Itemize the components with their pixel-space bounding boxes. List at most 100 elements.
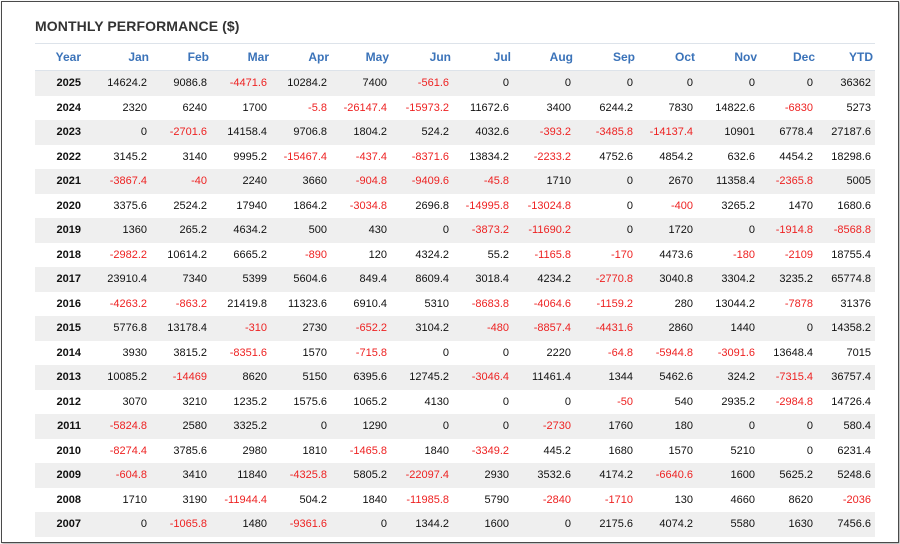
column-header-dec[interactable]: Dec: [759, 43, 817, 71]
value-cell-may: 849.4: [331, 267, 391, 292]
table-row: 2019 1360 265.2 4634.2 500 430 0 -3873.2 -11690.…: [35, 218, 875, 243]
value-cell-jan: -4263.2: [89, 291, 151, 316]
value-cell-may: -652.2: [331, 316, 391, 341]
value-cell-ytd: 18298.6: [817, 144, 875, 169]
column-header-jan[interactable]: Jan: [89, 43, 151, 71]
value-cell-apr: 1575.6: [271, 389, 331, 414]
value-cell-aug: 1710: [513, 169, 575, 194]
value-cell-may: 430: [331, 218, 391, 243]
value-cell-jan: 0: [89, 120, 151, 145]
value-cell-jun: 4324.2: [391, 242, 453, 267]
value-cell-oct: 1570: [637, 438, 697, 463]
value-cell-jun: 12745.2: [391, 365, 453, 390]
value-cell-mar: -11944.4: [211, 487, 271, 512]
value-cell-ytd: 1680.6: [817, 193, 875, 218]
table-row: 2010 -8274.4 3785.6 2980 1810 -1465.8 1840 -334…: [35, 438, 875, 463]
value-cell-jan: -8274.4: [89, 438, 151, 463]
value-cell-mar: 21419.8: [211, 291, 271, 316]
column-header-mar[interactable]: Mar: [211, 43, 271, 71]
value-cell-mar: 3325.2: [211, 414, 271, 439]
value-cell-dec: 6778.4: [759, 120, 817, 145]
value-cell-sep: -50: [575, 389, 637, 414]
value-cell-oct: 5462.6: [637, 365, 697, 390]
year-cell: 2025: [35, 70, 89, 96]
value-cell-mar: 8620: [211, 365, 271, 390]
value-cell-sep: -4431.6: [575, 316, 637, 341]
value-cell-aug: -13024.8: [513, 193, 575, 218]
value-cell-jan: 3145.2: [89, 144, 151, 169]
value-cell-jan: 3070: [89, 389, 151, 414]
value-cell-dec: 0: [759, 70, 817, 96]
table-row: 2012 3070 3210 1235.2 1575.6 1065.2 4130 0 0 -50 5…: [35, 389, 875, 414]
value-cell-sep: -3485.8: [575, 120, 637, 145]
value-cell-jun: -8371.6: [391, 144, 453, 169]
year-cell: 2020: [35, 193, 89, 218]
year-cell: 2012: [35, 389, 89, 414]
column-header-may[interactable]: May: [331, 43, 391, 71]
value-cell-mar: 1480: [211, 512, 271, 537]
value-cell-apr: 504.2: [271, 487, 331, 512]
column-header-apr[interactable]: Apr: [271, 43, 331, 71]
value-cell-may: -1465.8: [331, 438, 391, 463]
value-cell-nov: 3304.2: [697, 267, 759, 292]
column-header-jun[interactable]: Jun: [391, 43, 453, 71]
value-cell-feb: -2701.6: [151, 120, 211, 145]
column-header-oct[interactable]: Oct: [637, 43, 697, 71]
value-cell-jul: -3349.2: [453, 438, 513, 463]
value-cell-aug: -4064.6: [513, 291, 575, 316]
value-cell-apr: -4325.8: [271, 463, 331, 488]
value-cell-feb: 9086.8: [151, 70, 211, 96]
value-cell-jul: 0: [453, 340, 513, 365]
value-cell-sep: 0: [575, 193, 637, 218]
value-cell-oct: 280: [637, 291, 697, 316]
value-cell-aug: 3532.6: [513, 463, 575, 488]
value-cell-dec: 0: [759, 414, 817, 439]
value-cell-jan: 14624.2: [89, 70, 151, 96]
value-cell-sep: 1760: [575, 414, 637, 439]
value-cell-dec: -7315.4: [759, 365, 817, 390]
value-cell-apr: 1810: [271, 438, 331, 463]
header-row: Year Jan Feb Mar Apr May Jun Jul Aug Sep Oct Nov Dec…: [35, 43, 875, 71]
table-row: 2025 14624.2 9086.8 -4471.6 10284.2 7400 -561.…: [35, 70, 875, 96]
column-header-aug[interactable]: Aug: [513, 43, 575, 71]
year-cell: 2024: [35, 95, 89, 120]
value-cell-feb: 3815.2: [151, 340, 211, 365]
value-cell-oct: 1720: [637, 218, 697, 243]
value-cell-feb: 3410: [151, 463, 211, 488]
value-cell-nov: 13044.2: [697, 291, 759, 316]
value-cell-aug: -393.2: [513, 120, 575, 145]
value-cell-apr: 5604.6: [271, 267, 331, 292]
value-cell-sep: -64.8: [575, 340, 637, 365]
value-cell-aug: 11461.4: [513, 365, 575, 390]
value-cell-aug: 0: [513, 389, 575, 414]
year-cell: 2015: [35, 316, 89, 341]
value-cell-nov: -180: [697, 242, 759, 267]
value-cell-ytd: 14726.4: [817, 389, 875, 414]
column-header-jul[interactable]: Jul: [453, 43, 513, 71]
value-cell-feb: -40: [151, 169, 211, 194]
value-cell-ytd: 5005: [817, 169, 875, 194]
column-header-feb[interactable]: Feb: [151, 43, 211, 71]
value-cell-aug: -8857.4: [513, 316, 575, 341]
value-cell-oct: 3040.8: [637, 267, 697, 292]
column-header-year[interactable]: Year: [35, 43, 89, 71]
value-cell-may: 0: [331, 512, 391, 537]
table-row: 2011 -5824.8 2580 3325.2 0 1290 0 0 -2730 1760 180…: [35, 414, 875, 439]
value-cell-jul: -45.8: [453, 169, 513, 194]
value-cell-jul: -14995.8: [453, 193, 513, 218]
value-cell-oct: -14137.4: [637, 120, 697, 145]
value-cell-ytd: 27187.6: [817, 120, 875, 145]
column-header-nov[interactable]: Nov: [697, 43, 759, 71]
table-row: 2021 -3867.4 -40 2240 3660 -904.8 -9409.6 -45.8…: [35, 169, 875, 194]
value-cell-sep: 4174.2: [575, 463, 637, 488]
column-header-ytd[interactable]: YTD: [817, 43, 875, 71]
value-cell-aug: 0: [513, 512, 575, 537]
value-cell-ytd: 7456.6: [817, 512, 875, 537]
value-cell-jan: 1710: [89, 487, 151, 512]
column-header-sep[interactable]: Sep: [575, 43, 637, 71]
value-cell-ytd: 65774.8: [817, 267, 875, 292]
value-cell-sep: 0: [575, 169, 637, 194]
value-cell-oct: 2860: [637, 316, 697, 341]
value-cell-sep: 1344: [575, 365, 637, 390]
value-cell-dec: 3235.2: [759, 267, 817, 292]
